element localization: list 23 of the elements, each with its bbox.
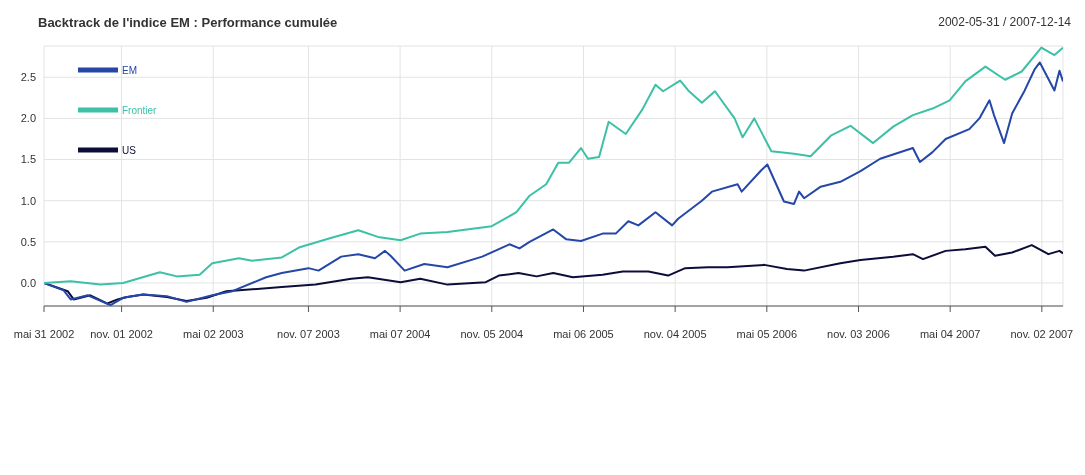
x-tick-label: nov. 02 2007	[1010, 327, 1074, 340]
legend-label: EM	[122, 65, 137, 77]
x-tick-label: mai 05 2006	[736, 327, 798, 340]
x-tick-label: mai 04 2007	[919, 327, 981, 340]
legend-label: US	[122, 145, 136, 157]
x-tick-label: mai 06 2005	[553, 327, 614, 340]
x-tick-label: mai 02 2003	[182, 327, 244, 340]
x-tick-label: mai 07 2004	[369, 327, 431, 340]
x-tick-label: nov. 04 2005	[643, 327, 707, 340]
chart-subtitle: 2002-05-31 / 2007-12-14	[938, 15, 1071, 29]
x-tick-label: mai 31 2002	[13, 327, 75, 340]
x-tick-label: nov. 03 2006	[827, 327, 890, 340]
chart-title: Backtrack de l'indice EM : Performance cumulée	[38, 14, 338, 30]
y-tick-label: 2.0	[20, 112, 36, 125]
y-tick-label: 1.0	[20, 194, 36, 207]
x-tick-label: nov. 01 2002	[90, 327, 153, 340]
y-tick-label: 0.0	[20, 276, 36, 289]
y-tick-label: 2.5	[20, 71, 36, 84]
y-tick-label: 0.5	[20, 235, 36, 248]
legend-label: Frontier	[122, 105, 157, 117]
x-tick-label: nov. 05 2004	[460, 327, 524, 340]
y-tick-label: 1.5	[20, 153, 36, 166]
x-tick-label: nov. 07 2003	[277, 327, 340, 340]
